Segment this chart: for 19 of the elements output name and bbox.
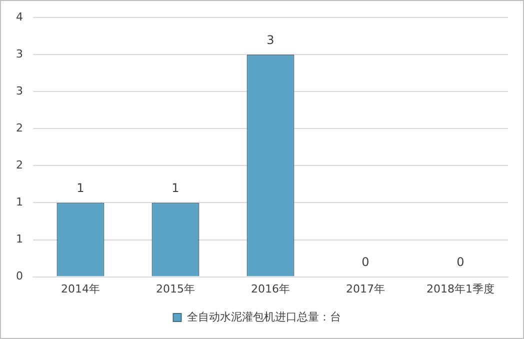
y-tick-label: 0 <box>16 270 23 283</box>
y-tick-label: 4 <box>16 10 23 24</box>
data-label: 1 <box>76 180 84 195</box>
data-label: 0 <box>362 254 370 269</box>
data-label: 1 <box>172 180 180 195</box>
y-tick-label: 2 <box>16 158 23 172</box>
y-tick-label: 3 <box>16 84 23 98</box>
x-tick-label: 2016年 <box>251 282 290 296</box>
x-tick-label: 2014年 <box>61 282 100 296</box>
x-tick-label: 2018年1季度 <box>426 282 494 296</box>
x-tick-label: 2015年 <box>156 282 195 296</box>
y-tick-label: 2 <box>16 122 23 135</box>
data-label: 0 <box>456 254 464 269</box>
y-tick-label: 3 <box>16 47 23 60</box>
y-tick-label: 1 <box>16 232 23 246</box>
data-label: 3 <box>266 32 274 47</box>
x-tick-label: 2017年 <box>346 282 385 296</box>
y-tick-label: 1 <box>16 196 23 209</box>
legend-label: 全自动水泥灌包机进口总量：台 <box>186 310 341 324</box>
